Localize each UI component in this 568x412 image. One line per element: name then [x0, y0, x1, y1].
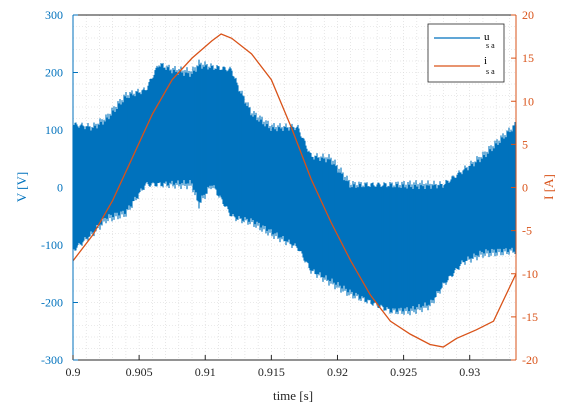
legend: u s a i s a: [428, 24, 504, 82]
y-right-tick-label: -10: [522, 267, 538, 281]
y-left-tick-label: 0: [57, 181, 63, 195]
y-left-tick-label: 300: [45, 8, 63, 22]
legend-label-u-sub: s a: [486, 41, 495, 50]
y-left-tick-label: -300: [41, 353, 63, 367]
legend-label-i: i: [484, 55, 487, 67]
x-tick-label: 0.93: [459, 365, 480, 379]
y-left-tick-label: 100: [45, 123, 63, 137]
y-right-tick-label: -20: [522, 353, 538, 367]
y-axis-left-label: V [V]: [14, 172, 29, 202]
y-right-tick-label: 0: [522, 181, 528, 195]
y-right-tick-label: 15: [522, 51, 534, 65]
x-tick-label: 0.915: [258, 365, 285, 379]
x-tick-label: 0.9: [66, 365, 81, 379]
y-left-tick-label: -100: [41, 238, 63, 252]
y-left-tick-label: -200: [41, 296, 63, 310]
y-axis-right-label: I [A]: [541, 174, 556, 200]
series-u-sa: [73, 60, 516, 316]
y-right-tick-label: -15: [522, 310, 538, 324]
y-right-tick-label: -5: [522, 224, 532, 238]
x-tick-label: 0.925: [390, 365, 417, 379]
y-left-tick-label: 200: [45, 66, 63, 80]
y-right-tick-label: 10: [522, 94, 534, 108]
y-right-tick-label: 20: [522, 8, 534, 22]
x-axis-label: time [s]: [273, 388, 313, 403]
x-tick-label: 0.905: [126, 365, 153, 379]
x-tick-label: 0.91: [195, 365, 216, 379]
y-right-tick-label: 5: [522, 137, 528, 151]
x-tick-label: 0.92: [327, 365, 348, 379]
legend-label-i-sub: s a: [486, 67, 495, 76]
